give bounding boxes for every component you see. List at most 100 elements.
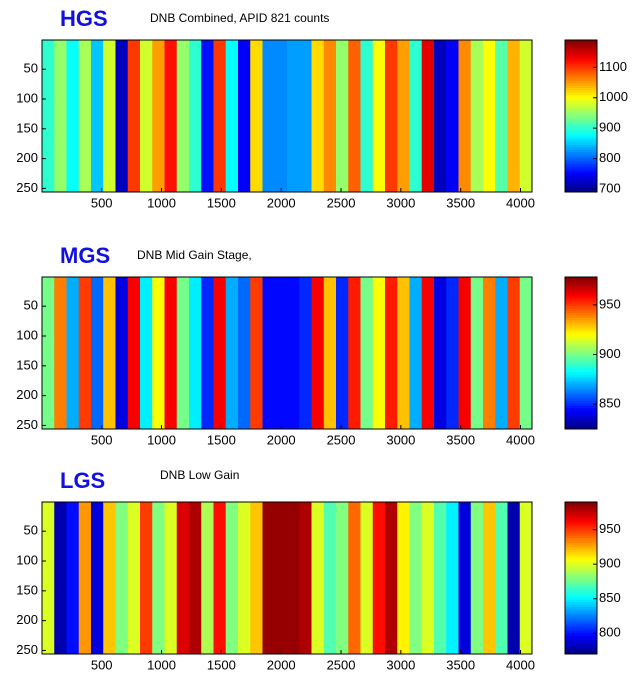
colorbar-cell <box>565 142 597 145</box>
colorbar-cell <box>565 573 597 577</box>
colorbar-cell <box>565 68 597 72</box>
x-tick-label: 1500 <box>207 432 236 447</box>
colorbar-cell <box>565 104 597 107</box>
colorbar-cell <box>565 551 597 555</box>
colorbar-cell <box>565 506 597 510</box>
heat-column <box>397 40 410 192</box>
colorbar-cell <box>565 542 597 546</box>
heat-column <box>385 277 398 429</box>
heat-column <box>262 40 276 192</box>
colorbar-cell <box>565 518 597 522</box>
panel-title: DNB Mid Gain Stage, <box>137 248 252 262</box>
heat-column <box>336 40 349 192</box>
heat-column <box>507 502 521 654</box>
heat-column <box>274 277 288 429</box>
colorbar-cell <box>565 525 597 529</box>
heat-column <box>91 277 104 429</box>
y-tick-label: 100 <box>16 90 38 105</box>
colorbar-cell <box>565 127 597 131</box>
colorbar-cell <box>565 516 597 520</box>
colorbar-cell <box>565 111 597 115</box>
heat-column <box>421 277 435 429</box>
colorbar-cell <box>565 592 597 596</box>
colorbar-cell <box>565 170 597 174</box>
heat-column <box>507 277 521 429</box>
colorbar-cell <box>565 646 597 650</box>
colorbar-cell <box>565 606 597 610</box>
colorbar-tick-label: 700 <box>599 180 621 195</box>
colorbar-tick-label: 1100 <box>599 59 627 74</box>
heat-column <box>54 277 67 429</box>
heat-column <box>519 277 533 429</box>
heat-column <box>201 277 214 429</box>
plot-frame <box>41 276 533 430</box>
heat-column <box>140 40 153 192</box>
y-tick-label: 200 <box>16 150 38 165</box>
colorbar-cell <box>565 585 597 588</box>
colorbar-cell <box>565 509 597 512</box>
colorbar-cell <box>565 54 597 58</box>
panel-label: MGS <box>60 243 110 268</box>
colorbar-cell <box>565 625 597 629</box>
heat-column <box>250 277 263 429</box>
heat-column <box>311 277 325 429</box>
heat-column <box>397 502 410 654</box>
x-tick-label: 4000 <box>506 195 535 210</box>
heat-column <box>336 502 349 654</box>
heat-column <box>495 277 508 429</box>
y-tick-label: 200 <box>16 387 38 402</box>
heat-column <box>323 277 337 429</box>
heat-column <box>115 40 129 192</box>
colorbar-cell <box>565 587 597 591</box>
heat-column <box>299 502 312 654</box>
panel-title: DNB Low Gain <box>160 468 239 482</box>
colorbar-cell <box>565 523 597 527</box>
heat-column <box>434 40 447 192</box>
colorbar-cell <box>565 350 597 354</box>
colorbar-cell <box>565 319 597 323</box>
colorbar-cell <box>565 331 597 335</box>
colorbar-cell <box>565 118 597 122</box>
colorbar-cell <box>565 334 597 337</box>
heat-column <box>176 502 190 654</box>
colorbar-cell <box>565 381 597 385</box>
heat-column <box>470 502 484 654</box>
colorbar-cell <box>565 402 597 406</box>
colorbar-cell <box>565 649 597 653</box>
x-tick-label: 500 <box>91 195 113 210</box>
heat-column <box>262 502 276 654</box>
colorbar-cell <box>565 540 597 543</box>
colorbar-cell <box>565 175 597 179</box>
colorbar-cell <box>565 345 597 349</box>
heat-column <box>127 40 141 192</box>
plot-frame <box>41 39 533 193</box>
colorbar-cell <box>565 281 597 285</box>
colorbar-cell <box>565 149 597 153</box>
heat-column <box>348 502 361 654</box>
colorbar-cell <box>565 364 597 368</box>
colorbar-cell <box>565 189 597 193</box>
colorbar-cell <box>565 642 597 645</box>
heat-column <box>385 502 398 654</box>
panel-label: LGS <box>60 468 105 493</box>
colorbar-cell <box>565 400 597 404</box>
colorbar-cell <box>565 180 597 183</box>
heat-column <box>66 277 80 429</box>
heat-column <box>42 277 55 429</box>
heat-column <box>311 40 325 192</box>
colorbar-cell <box>565 372 597 375</box>
colorbar-cell <box>565 70 597 74</box>
y-tick-label: 250 <box>16 642 38 657</box>
heat-column <box>250 502 263 654</box>
heat-column <box>127 502 141 654</box>
colorbar-cell <box>565 338 597 342</box>
y-tick-label: 250 <box>16 180 38 195</box>
colorbar-cell <box>565 163 597 167</box>
colorbar-cell <box>565 620 597 624</box>
heat-column <box>287 502 300 654</box>
colorbar-tick-label: 950 <box>599 521 621 536</box>
colorbar-cell <box>565 502 597 505</box>
y-tick-label: 50 <box>24 61 38 76</box>
colorbar-cell <box>565 300 597 304</box>
colorbar-cell <box>565 284 597 287</box>
